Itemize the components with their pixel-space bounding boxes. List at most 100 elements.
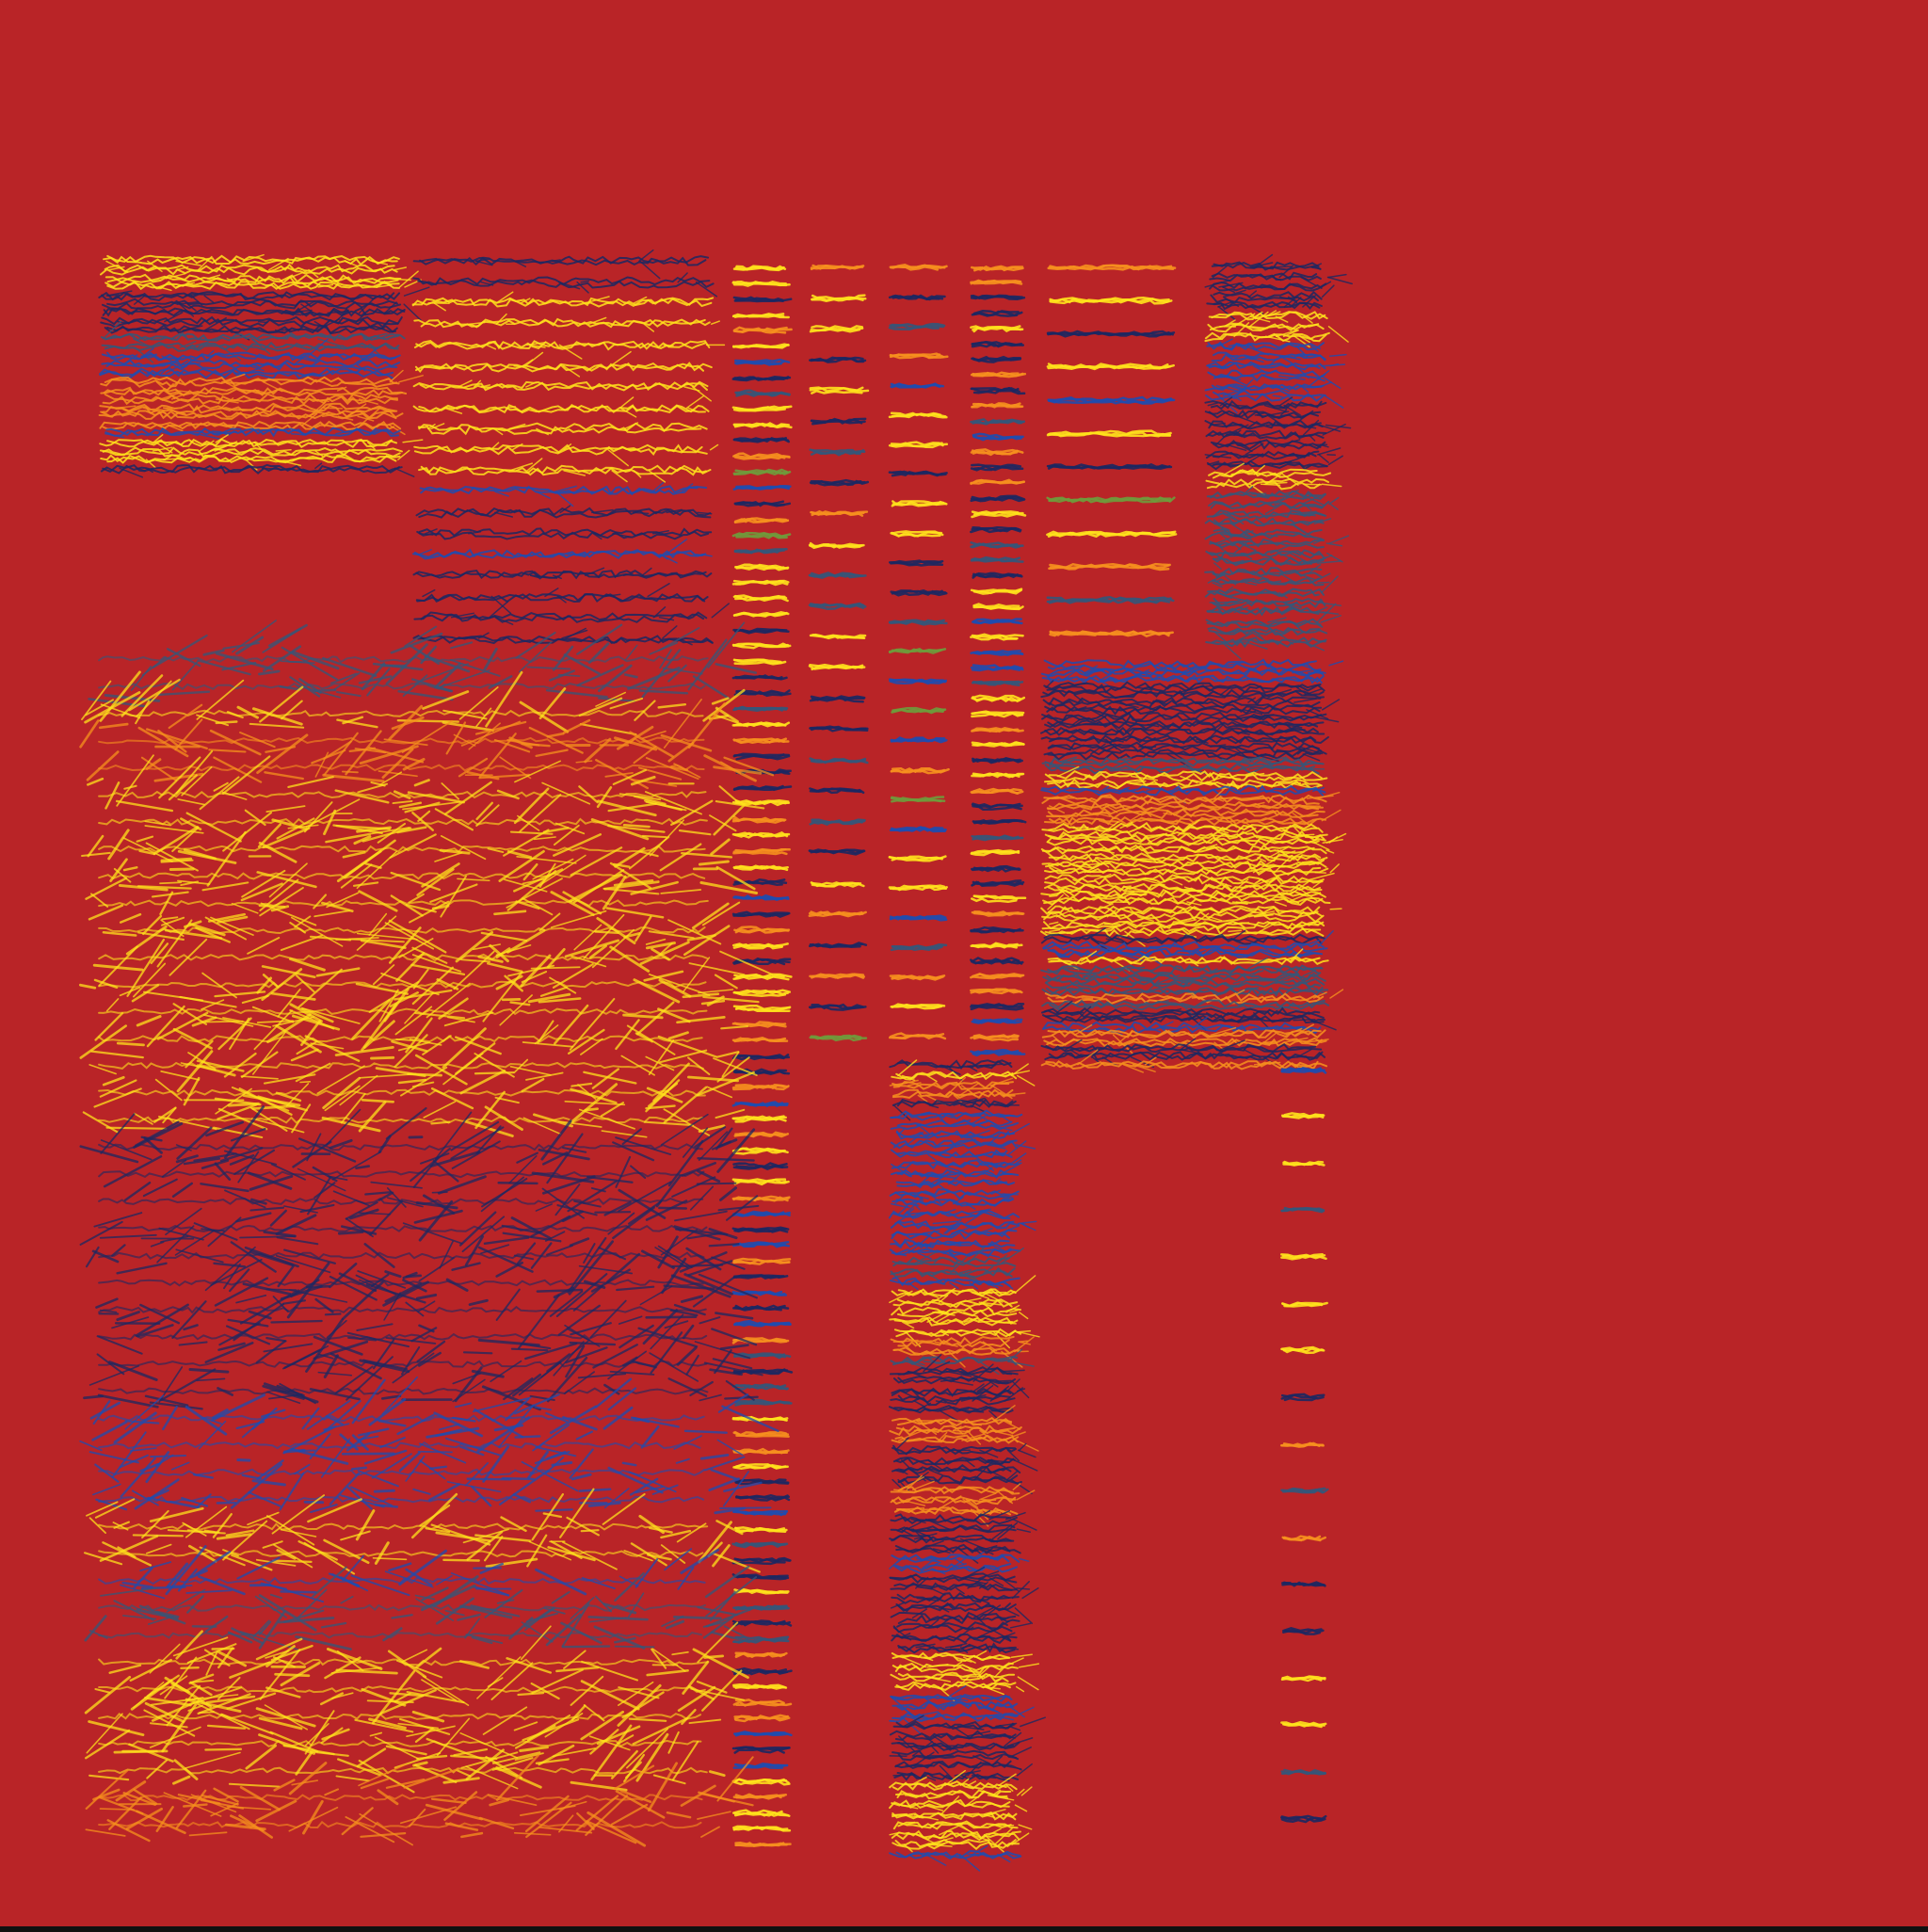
- stroke-hatch: [1055, 995, 1068, 999]
- stroke-hatch: [230, 1127, 266, 1142]
- stroke-hatch: [1282, 1037, 1309, 1043]
- stroke-row: [972, 988, 1021, 994]
- stroke-hatch: [687, 1684, 715, 1700]
- stroke-row: [972, 572, 1023, 578]
- stroke-hatch: [271, 1494, 326, 1535]
- stroke-hatch: [344, 260, 359, 267]
- stroke-dense: [412, 381, 708, 392]
- stroke-row: [811, 818, 866, 825]
- stroke-row: [731, 1178, 787, 1184]
- stroke-dense: [1042, 689, 1325, 700]
- stroke-hatch: [135, 700, 151, 725]
- stroke-hatch: [119, 467, 144, 478]
- stroke-hatch: [995, 1379, 1012, 1382]
- stroke-hatch: [658, 1049, 708, 1064]
- stroke-hatch: [337, 1231, 364, 1235]
- stroke-hatch: [614, 1645, 655, 1649]
- stroke-dense: [104, 332, 406, 342]
- stroke-band: [98, 953, 708, 962]
- stroke-row: [733, 990, 787, 997]
- stroke-hatch: [948, 1350, 966, 1368]
- stroke-hatch: [303, 801, 333, 833]
- stroke-hatch: [1204, 279, 1230, 288]
- stroke-dense: [418, 466, 712, 476]
- stroke-hatch: [1016, 1788, 1025, 1796]
- stroke-row: [971, 711, 1025, 717]
- stroke-hatch: [559, 505, 571, 514]
- stroke-dense: [892, 1749, 1018, 1760]
- stroke-hatch: [917, 1094, 928, 1103]
- stroke-row: [735, 1700, 793, 1707]
- stroke-hatch: [524, 351, 544, 367]
- stroke-row: [732, 1162, 788, 1168]
- stroke-row: [734, 1398, 793, 1405]
- stroke-hatch: [274, 329, 285, 334]
- stroke-hatch: [197, 1575, 246, 1596]
- stroke-hatch: [1310, 266, 1322, 270]
- stroke-hatch: [405, 1274, 423, 1279]
- stroke-hatch: [240, 882, 283, 902]
- stroke-hatch: [554, 485, 577, 492]
- stroke-hatch: [1086, 731, 1109, 735]
- stroke-hatch: [485, 670, 523, 728]
- stroke-hatch: [659, 942, 673, 956]
- stroke-hatch: [227, 1631, 253, 1644]
- stroke-hatch: [555, 1273, 608, 1317]
- stroke-hatch: [182, 1521, 207, 1537]
- stroke-hatch: [185, 1406, 228, 1436]
- stroke-hatch: [547, 1546, 596, 1562]
- stroke-hatch: [1013, 1706, 1035, 1717]
- stroke-hatch: [233, 1303, 284, 1342]
- stroke-hatch: [709, 443, 719, 451]
- stroke-hatch: [530, 574, 558, 579]
- stroke-hatch: [710, 838, 731, 856]
- stroke-hatch: [670, 765, 688, 772]
- stroke-hatch: [921, 1540, 944, 1550]
- stroke-dense: [892, 1210, 1011, 1220]
- stroke-hatch: [715, 1051, 740, 1058]
- stroke-hatch: [1328, 353, 1347, 357]
- stroke-hatch: [100, 1586, 158, 1597]
- stroke-hatch: [697, 1621, 739, 1664]
- stroke-dense: [1049, 765, 1320, 775]
- stroke-hatch: [133, 1567, 153, 1589]
- stroke-hatch: [908, 1235, 930, 1254]
- stroke-hatch: [1264, 472, 1283, 486]
- stroke-hatch: [991, 1523, 1013, 1540]
- stroke-hatch: [94, 1463, 120, 1483]
- stroke-row: [892, 530, 944, 537]
- stroke-hatch: [224, 1105, 265, 1159]
- stroke-hatch: [1002, 1092, 1026, 1097]
- stroke-row: [1281, 1346, 1325, 1354]
- stroke-row: [731, 817, 785, 824]
- stroke-hatch: [663, 344, 674, 347]
- stroke-hatch: [430, 1523, 491, 1546]
- stroke-hatch: [1098, 819, 1116, 827]
- stroke-hatch: [633, 296, 648, 304]
- stroke-hatch: [205, 1695, 256, 1704]
- stroke-hatch: [186, 341, 209, 348]
- stroke-hatch: [314, 450, 324, 458]
- stroke-hatch: [108, 1360, 158, 1381]
- stroke-dense: [102, 394, 398, 406]
- stroke-hatch: [963, 1656, 976, 1664]
- stroke-row: [732, 1164, 784, 1170]
- stroke-row: [1280, 1770, 1327, 1776]
- stroke-hatch: [276, 1384, 305, 1397]
- stroke-hatch: [133, 294, 146, 305]
- stroke-hatch: [673, 1435, 702, 1450]
- stroke-hatch: [567, 1180, 618, 1213]
- stroke-hatch: [255, 1637, 303, 1661]
- stroke-hatch: [576, 281, 589, 294]
- stroke-hatch: [660, 1544, 686, 1564]
- stroke-hatch: [1266, 756, 1285, 763]
- stroke-hatch: [301, 412, 318, 427]
- stroke-hatch: [231, 1554, 273, 1571]
- stroke-hatch: [678, 637, 693, 646]
- stroke-hatch: [664, 1548, 693, 1571]
- stroke-hatch: [702, 995, 760, 1004]
- stroke-dense: [1044, 1014, 1326, 1024]
- stroke-hatch: [269, 1731, 319, 1753]
- stroke-hatch: [188, 1831, 228, 1837]
